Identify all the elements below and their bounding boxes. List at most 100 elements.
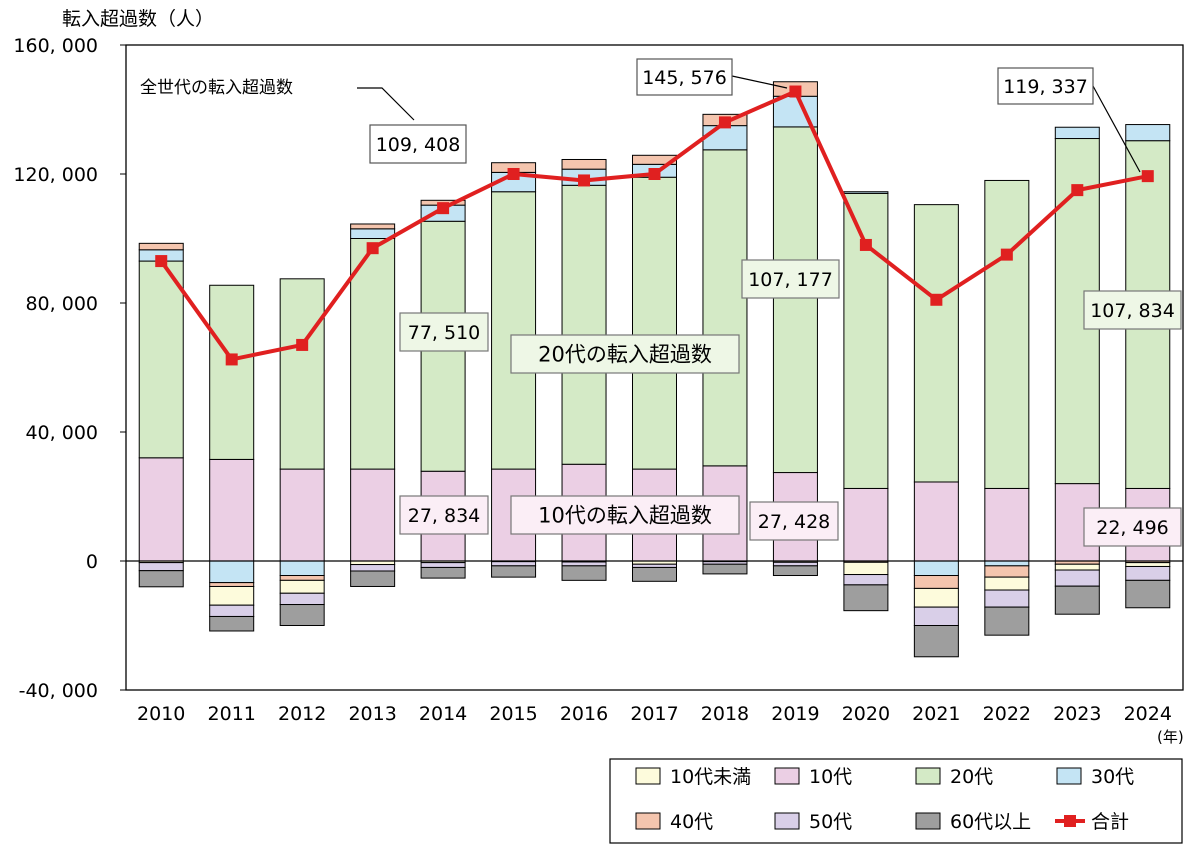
bar-60代以上-2017 [632, 566, 677, 582]
total-point-2021 [930, 293, 943, 306]
annotations-layer: 全世代の転入超過数 109, 408 145, 576 119, 337 20代の転入超… [140, 58, 1182, 547]
annotation-text: 107, 177 [748, 269, 833, 291]
annotation-box [399, 312, 489, 352]
bar-50代-2021 [913, 606, 959, 626]
bar-50代-2024 [1125, 565, 1171, 581]
bar-20代-2017 [632, 176, 677, 470]
total-line-layer [155, 85, 1154, 366]
y-tick-label: 40, 000 [25, 422, 98, 444]
bar-60代以上-2016 [561, 565, 607, 581]
x-tick-label: 2015 [489, 703, 537, 725]
axes-layer: 160, 000 120, 000 80, 000 40, 000 0 -40, 000 2… [13, 35, 1184, 725]
x-unit-label: (年) [1157, 728, 1184, 746]
bar-40代-2022 [984, 565, 1030, 578]
bar-30代-2013 [350, 228, 396, 239]
annotation-box [510, 334, 740, 374]
bar-60代以上-2023 [1054, 585, 1100, 615]
x-tick-label: 2020 [842, 703, 890, 725]
bar-30代-2012 [279, 560, 325, 577]
x-tick-label: 2019 [771, 703, 819, 725]
total-point-2015 [507, 168, 520, 180]
legend-label: 10代未満 [670, 766, 751, 788]
x-tick-label: 2017 [630, 703, 678, 725]
legend-swatch [635, 767, 661, 785]
y-tick-label: 160, 000 [13, 35, 98, 57]
y-tick-label: 80, 000 [25, 293, 98, 315]
bar-20代-2021 [913, 204, 959, 483]
annotation-leader [1092, 85, 1141, 173]
bar-50代-2016 [561, 561, 607, 567]
bar-50代-2012 [279, 592, 325, 606]
bar-60代以上-2020 [843, 584, 889, 612]
total-point-2013 [366, 242, 379, 255]
bar-10代-2010 [138, 457, 184, 562]
legend: 10代未満 10代 20代 30代 40代 50代 60代以上 合計 [609, 758, 1183, 844]
legend-swatch [774, 767, 800, 785]
bar-60代以上-2024 [1125, 579, 1171, 609]
bar-30代-2020 [843, 191, 889, 194]
bar-20代-2020 [843, 192, 889, 489]
annotation-text: 107, 834 [1090, 300, 1175, 322]
legend-swatch [915, 767, 941, 785]
annotation-text: 10代の転入超過数 [538, 504, 712, 528]
x-tick-label: 2014 [419, 703, 467, 725]
bar-40代-2013 [350, 223, 396, 230]
bar-60代以上-2011 [209, 615, 255, 632]
bar-10代未満-2011 [209, 585, 255, 606]
bar-10代未満-2024 [1125, 562, 1171, 567]
bar-40代-2011 [209, 582, 255, 587]
bar-40代-2012 [279, 575, 325, 581]
annotation-box [369, 124, 467, 164]
annotation-text: 22, 496 [1096, 517, 1169, 539]
y-axis-title: 転入超過数（人） [62, 8, 214, 30]
y-tick-label: -40, 000 [19, 680, 98, 702]
bar-50代-2014 [420, 562, 466, 568]
annotation-text: 27, 834 [408, 505, 481, 527]
bar-50代-2023 [1054, 569, 1100, 587]
total-point-2024 [1141, 170, 1154, 183]
annotation-box [1083, 290, 1182, 330]
bar-20代-2011 [209, 284, 255, 460]
legend-frame [609, 758, 1183, 844]
bar-10代未満-2023 [1054, 563, 1100, 571]
x-tick-label: 2024 [1124, 703, 1172, 725]
bar-10代未満-2012 [279, 579, 325, 594]
bar-50代-2022 [984, 589, 1030, 608]
bar-20代-2018 [702, 149, 748, 467]
legend-swatch [915, 812, 941, 830]
bar-50代-2010 [138, 562, 184, 572]
bar-10代-2021 [913, 481, 959, 562]
total-point-2010 [155, 255, 168, 268]
bar-20代-2010 [138, 260, 184, 459]
annotation-text: 119, 337 [1003, 76, 1088, 98]
legend-label: 40代 [670, 811, 713, 833]
annotation-text: 145, 576 [642, 67, 727, 89]
plot-frame [125, 44, 1184, 691]
annotation-text: 77, 510 [408, 322, 481, 344]
bar-30代-2023 [1054, 126, 1100, 140]
bar-10代-2022 [984, 487, 1030, 562]
bar-10代-2013 [350, 468, 396, 562]
total-point-2016 [578, 174, 591, 187]
bar-60代以上-2013 [350, 570, 396, 587]
bar-50代-2015 [491, 561, 537, 567]
bar-20代-2013 [350, 238, 396, 470]
bar-60代以上-2022 [984, 606, 1030, 636]
bar-60代以上-2018 [702, 563, 748, 575]
legend-swatch [774, 812, 800, 830]
annotation-box [399, 495, 489, 535]
annotation-text: 全世代の転入超過数 [140, 78, 293, 98]
bar-30代-2022 [984, 560, 1030, 567]
annotation-box [1083, 507, 1182, 547]
annotation-box [510, 495, 740, 535]
total-point-2018 [718, 116, 731, 129]
total-point-2011 [225, 353, 238, 366]
x-tick-label: 2022 [983, 703, 1031, 725]
legend-label: 30代 [1091, 766, 1134, 788]
bar-10代未満-2020 [843, 561, 889, 576]
annotation-leader [731, 75, 788, 89]
bar-40代-2016 [561, 158, 607, 170]
y-tick-label: 0 [86, 551, 98, 573]
bar-60代以上-2021 [913, 625, 959, 658]
